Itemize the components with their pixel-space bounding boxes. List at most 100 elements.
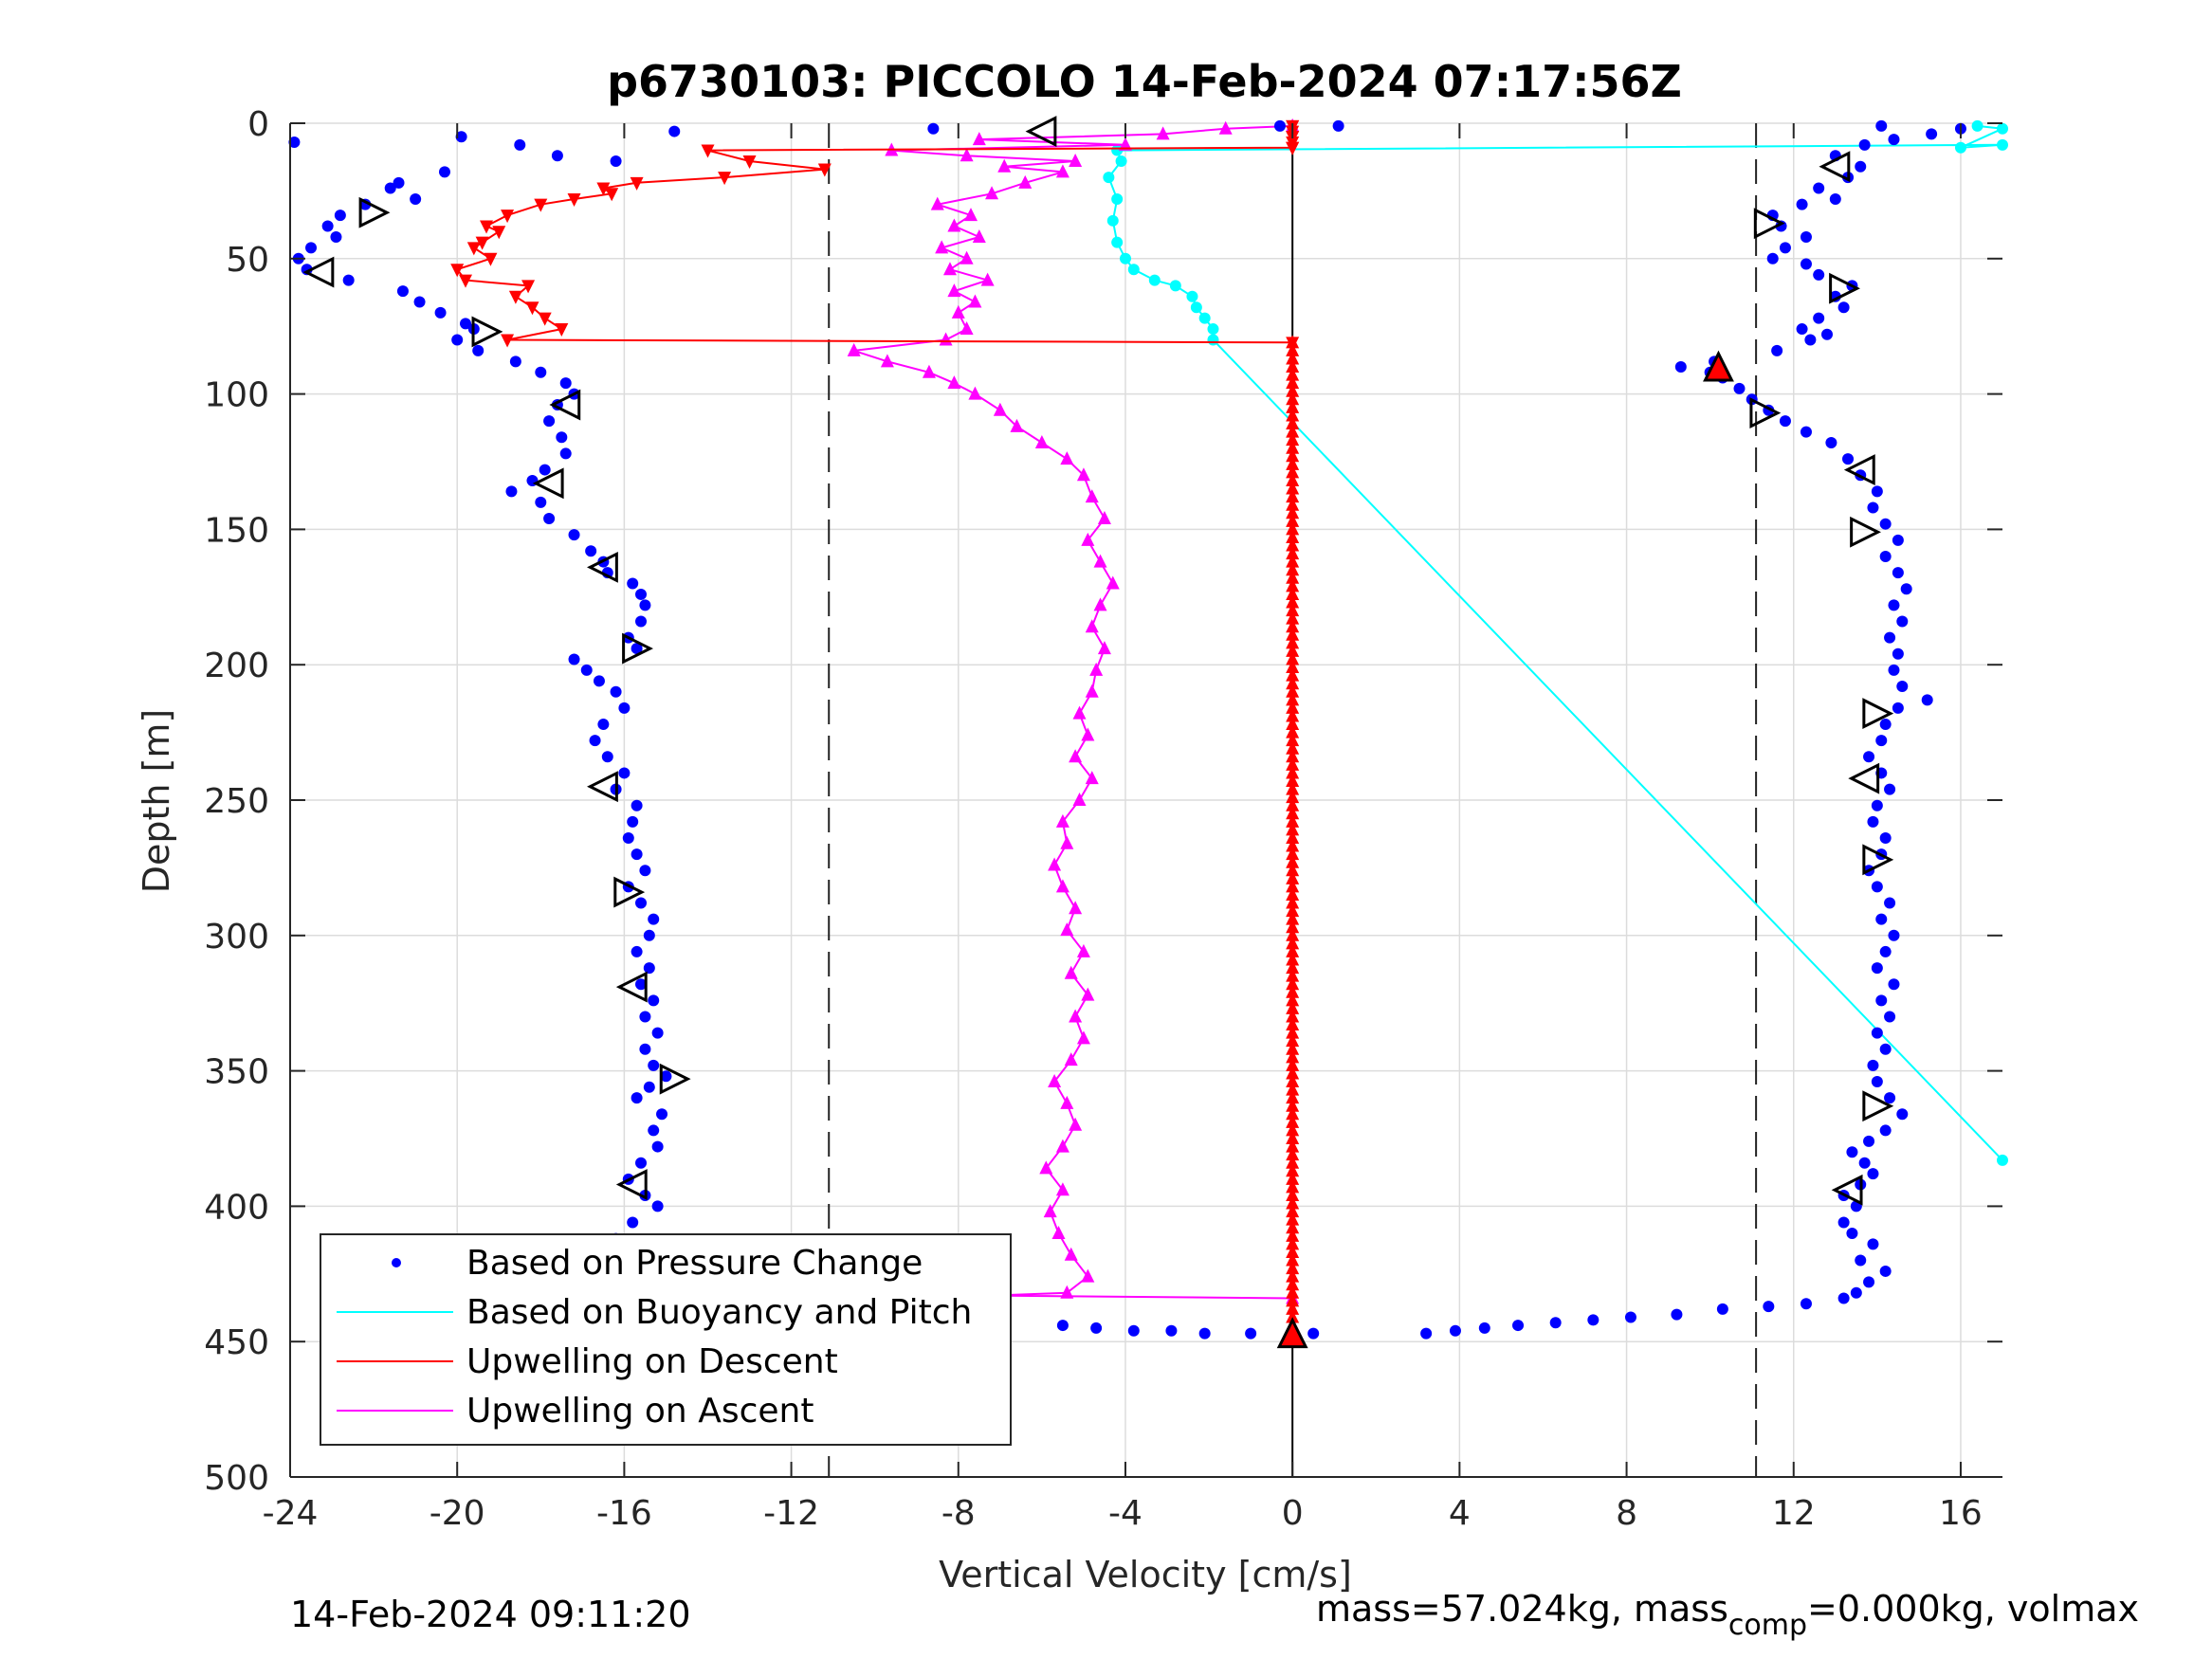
zero-column-marker	[1286, 1041, 1300, 1055]
turn-marker	[1862, 698, 1894, 730]
pressure-point	[601, 751, 613, 763]
pressure-point	[1478, 1322, 1490, 1334]
zero-column-marker	[1286, 1163, 1300, 1177]
zero-column-marker	[1286, 440, 1300, 454]
zero-column-marker	[1286, 570, 1300, 584]
pressure-point	[1926, 128, 1938, 140]
legend-box	[320, 1233, 1012, 1446]
ascent-point	[951, 304, 965, 319]
x-tick-label: 4	[1449, 1494, 1471, 1533]
pressure-point	[1884, 783, 1896, 795]
zero-column-marker	[1286, 1057, 1300, 1071]
pressure-point	[556, 431, 568, 444]
pressure-point	[631, 643, 643, 655]
turn-marker	[549, 389, 581, 421]
pressure-point	[543, 415, 556, 428]
pressure-point	[1888, 929, 1900, 941]
turn-marker	[615, 971, 648, 1003]
pressure-point	[1796, 323, 1808, 336]
zero-column-marker	[1286, 375, 1300, 390]
pressure-point	[1820, 328, 1833, 340]
zero-column-marker	[1286, 392, 1300, 406]
pressure-point	[539, 464, 551, 476]
pressure-point	[321, 220, 334, 232]
pressure-point	[1127, 1324, 1140, 1337]
buoyancy-point	[1198, 312, 1211, 324]
zero-column-marker	[1286, 700, 1300, 714]
ascent-point	[1055, 1182, 1069, 1196]
pressure-point	[1888, 664, 1900, 676]
pressure-point	[639, 1011, 651, 1023]
pressure-point	[1863, 751, 1875, 763]
pressure-point	[1900, 583, 1912, 595]
ascent-point	[972, 228, 986, 243]
zero-column-marker	[1286, 717, 1300, 731]
pressure-point	[514, 138, 526, 151]
zero-column-marker	[1286, 822, 1300, 836]
ascent-point	[960, 148, 974, 162]
mass-subscript: comp	[1728, 1609, 1807, 1642]
ascent-point	[1064, 965, 1078, 979]
zero-column-marker	[1286, 724, 1300, 738]
zero-column-marker	[1286, 757, 1300, 771]
pressure-point	[1863, 1135, 1875, 1147]
x-tick-label: 8	[1616, 1494, 1637, 1533]
descent-point	[475, 236, 489, 250]
ascent-point	[1039, 1160, 1053, 1175]
pressure-point	[1888, 134, 1900, 146]
pressure-point	[643, 929, 655, 941]
y-tick-label: 150	[204, 511, 269, 550]
ascent-point	[1085, 684, 1099, 698]
zero-column-marker	[1286, 1277, 1300, 1291]
ascent-point	[1081, 532, 1095, 546]
pressure-point	[1837, 1292, 1850, 1304]
turn-marker	[358, 196, 391, 228]
zero-column-marker	[1286, 1017, 1300, 1031]
pressure-point	[648, 1059, 660, 1071]
ascent-point	[1034, 435, 1049, 449]
ascent-point	[1048, 1074, 1062, 1088]
buoyancy-point	[1186, 290, 1198, 302]
legend-label-buoyancy: Based on Buoyancy and Pitch	[466, 1293, 972, 1332]
pressure-point	[1165, 1324, 1178, 1337]
zero-column-marker	[1286, 984, 1300, 998]
pressure-point	[643, 1081, 655, 1093]
pressure-point	[631, 799, 643, 811]
pressure-point	[651, 1200, 664, 1212]
zero-column-marker	[1286, 847, 1300, 861]
zero-column-marker	[1286, 1244, 1300, 1258]
buoyancy-point	[1119, 252, 1131, 264]
x-tick-label: -20	[430, 1494, 485, 1533]
zero-column-marker	[1286, 586, 1300, 600]
pressure-point	[627, 1216, 639, 1229]
ascent-point	[847, 342, 861, 356]
pressure-point	[1875, 913, 1888, 925]
ascent-point	[1097, 641, 1111, 655]
pressure-point	[1875, 735, 1888, 747]
pressure-point	[635, 1157, 648, 1169]
zero-column-marker	[1286, 342, 1300, 356]
zero-column-marker	[1286, 1204, 1300, 1218]
zero-column-marker	[1286, 960, 1300, 975]
pressure-point	[1779, 242, 1791, 254]
turn-marker	[1829, 272, 1860, 304]
pressure-point	[639, 865, 651, 877]
pressure-point	[585, 545, 597, 557]
pressure-point	[1332, 119, 1344, 132]
zero-column-marker	[1286, 505, 1300, 520]
turn-marker	[615, 1169, 648, 1200]
zero-column-marker	[1286, 1049, 1300, 1064]
zero-column-marker	[1286, 594, 1300, 609]
descent-point	[521, 280, 536, 294]
zero-column-marker	[1286, 1009, 1300, 1023]
zero-column-marker	[1286, 1195, 1300, 1210]
pressure-point	[451, 334, 464, 346]
zero-column-marker	[1286, 141, 1300, 155]
ascent-point	[1055, 879, 1069, 893]
y-tick-label: 350	[204, 1053, 269, 1092]
pressure-point	[1888, 599, 1900, 611]
ascent-point	[1060, 835, 1074, 849]
buoyancy-point	[1106, 214, 1119, 227]
y-tick-label: 100	[204, 376, 269, 415]
zero-column-marker	[1286, 489, 1300, 503]
